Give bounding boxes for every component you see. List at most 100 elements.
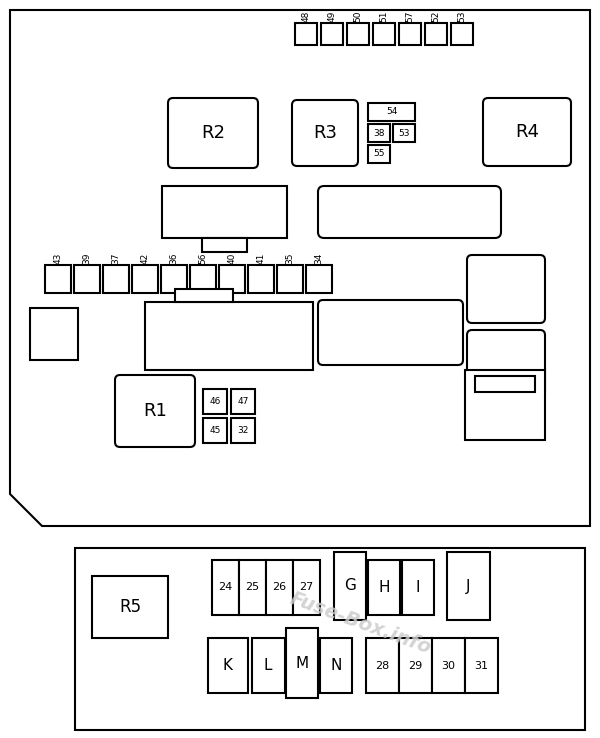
Text: 54: 54 — [386, 108, 397, 117]
FancyBboxPatch shape — [318, 300, 463, 365]
Bar — [212, 560, 239, 615]
Bar — [334, 552, 366, 620]
Text: I: I — [416, 581, 420, 596]
Bar — [393, 124, 415, 142]
Text: 25: 25 — [245, 582, 260, 593]
Bar — [266, 560, 293, 615]
Bar — [286, 628, 318, 698]
Text: 36: 36 — [170, 252, 179, 263]
Text: 35: 35 — [286, 252, 295, 263]
Text: 42: 42 — [140, 252, 149, 263]
Bar — [451, 23, 473, 45]
Bar — [239, 560, 266, 615]
Bar — [162, 186, 287, 238]
Bar — [30, 308, 78, 360]
Bar — [132, 265, 158, 293]
Bar — [321, 23, 343, 45]
Text: 41: 41 — [257, 252, 265, 263]
Bar — [175, 289, 233, 302]
FancyBboxPatch shape — [115, 375, 195, 447]
Bar — [145, 302, 313, 370]
Bar — [465, 370, 545, 440]
Text: 53: 53 — [458, 10, 467, 21]
Text: 52: 52 — [431, 10, 440, 21]
Text: R2: R2 — [201, 124, 225, 142]
Bar — [219, 265, 245, 293]
Bar — [293, 560, 320, 615]
Text: H: H — [378, 581, 390, 596]
Text: 37: 37 — [112, 252, 121, 263]
FancyBboxPatch shape — [483, 98, 571, 166]
Text: 32: 32 — [238, 426, 248, 435]
Bar — [203, 389, 227, 414]
Bar — [347, 23, 369, 45]
Bar — [447, 552, 490, 620]
Bar — [75, 548, 585, 730]
Text: 51: 51 — [380, 10, 389, 21]
Text: 27: 27 — [299, 582, 314, 593]
Bar — [295, 23, 317, 45]
Text: 45: 45 — [209, 426, 221, 435]
Bar — [320, 638, 352, 693]
Text: 38: 38 — [373, 128, 385, 137]
Text: 26: 26 — [272, 582, 287, 593]
Bar — [203, 418, 227, 443]
Bar — [373, 23, 395, 45]
Text: 55: 55 — [373, 150, 385, 159]
Bar — [368, 103, 415, 121]
Text: R4: R4 — [515, 123, 539, 141]
Text: 53: 53 — [398, 128, 410, 137]
Bar — [202, 238, 247, 252]
Bar — [231, 389, 255, 414]
Text: 31: 31 — [474, 661, 488, 671]
Text: J: J — [466, 579, 470, 593]
FancyBboxPatch shape — [467, 330, 545, 398]
Text: 40: 40 — [227, 252, 236, 263]
Text: 28: 28 — [375, 661, 389, 671]
Bar — [231, 418, 255, 443]
Bar — [399, 638, 432, 693]
Bar — [208, 638, 248, 693]
Text: 48: 48 — [302, 10, 311, 21]
Text: N: N — [331, 658, 341, 674]
Text: M: M — [295, 655, 308, 671]
Polygon shape — [10, 10, 590, 526]
Bar — [368, 145, 390, 163]
Text: K: K — [223, 658, 233, 674]
Text: L: L — [264, 658, 272, 674]
Text: 39: 39 — [83, 252, 91, 263]
Bar — [366, 638, 399, 693]
Bar — [248, 265, 274, 293]
Text: 29: 29 — [408, 661, 422, 671]
Bar — [465, 638, 498, 693]
Text: 47: 47 — [238, 397, 248, 406]
Bar — [161, 265, 187, 293]
Text: 49: 49 — [328, 10, 337, 21]
Bar — [277, 265, 303, 293]
Text: 24: 24 — [218, 582, 233, 593]
Bar — [368, 124, 390, 142]
Bar — [103, 265, 129, 293]
Bar — [402, 560, 434, 615]
Bar — [92, 576, 168, 638]
Bar — [368, 560, 400, 615]
Bar — [432, 638, 465, 693]
Text: R5: R5 — [119, 598, 141, 616]
Text: 57: 57 — [406, 10, 415, 21]
Text: 46: 46 — [209, 397, 221, 406]
FancyBboxPatch shape — [318, 186, 501, 238]
Text: 56: 56 — [199, 252, 208, 263]
FancyBboxPatch shape — [292, 100, 358, 166]
Text: G: G — [344, 579, 356, 593]
Text: 30: 30 — [441, 661, 455, 671]
Bar — [306, 265, 332, 293]
Text: Fuse-Box.info: Fuse-Box.info — [287, 589, 433, 658]
Bar — [425, 23, 447, 45]
Bar — [74, 265, 100, 293]
Bar — [399, 23, 421, 45]
FancyBboxPatch shape — [467, 255, 545, 323]
Bar — [45, 265, 71, 293]
Bar — [252, 638, 285, 693]
Bar — [190, 265, 216, 293]
Text: R1: R1 — [143, 402, 167, 420]
